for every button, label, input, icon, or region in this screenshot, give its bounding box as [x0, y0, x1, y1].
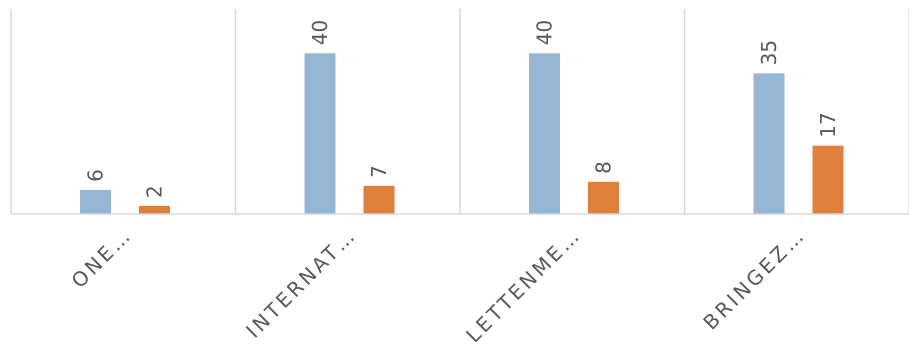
x-tick-label: LETTENME…: [461, 223, 586, 348]
bar-series-1-4: [753, 73, 785, 215]
bar-series-1-2: [304, 53, 336, 214]
bar-series-2-4: [812, 145, 844, 214]
data-labels: 6 2 40 7 40 8 35 17: [84, 20, 841, 198]
bar-series-2-1: [139, 205, 170, 214]
data-label: 2: [143, 185, 167, 198]
data-label: 17: [816, 112, 840, 137]
data-label: 8: [592, 161, 616, 174]
x-tick-label: ONE…: [67, 223, 137, 293]
x-tick-labels: ONE… INTERNAT… LETTENME… BRINGEZ…: [67, 223, 811, 348]
bar-series-2-3: [588, 181, 619, 214]
data-label: 7: [367, 165, 391, 178]
bars: [80, 53, 844, 215]
data-label: 40: [308, 20, 332, 45]
bar-series-2-2: [363, 185, 395, 214]
bar-series-1-1: [80, 189, 111, 214]
x-tick-label: INTERNAT…: [241, 223, 361, 343]
category-separators: [10, 9, 909, 214]
data-label: 35: [757, 40, 781, 65]
data-label: 6: [84, 169, 108, 182]
bar-series-1-3: [529, 53, 560, 214]
data-label: 40: [533, 20, 557, 45]
x-tick-label: BRINGEZ…: [698, 223, 810, 335]
